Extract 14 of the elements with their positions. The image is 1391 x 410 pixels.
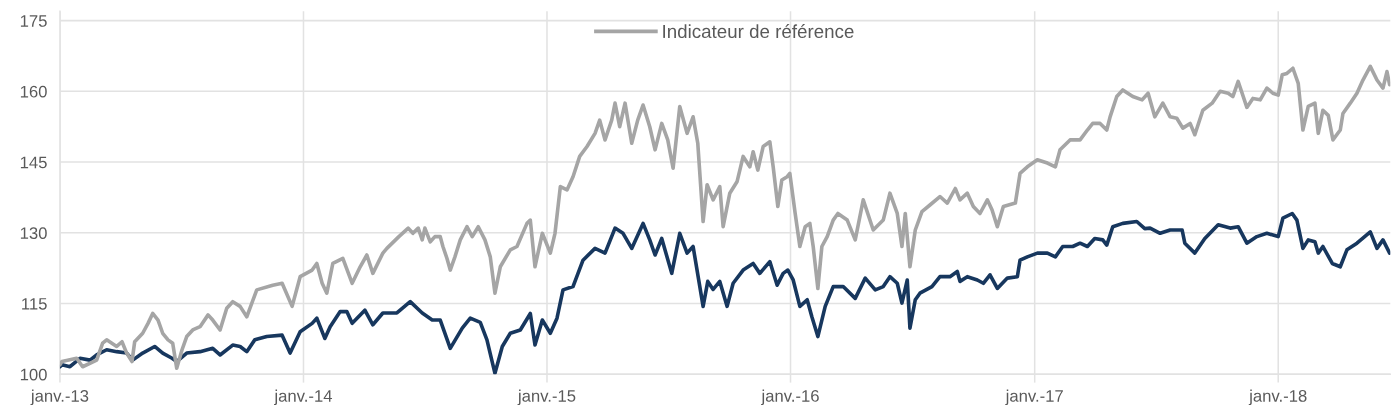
x-tick-label: janv.-13: [30, 389, 89, 406]
x-tick-label: janv.-14: [274, 389, 333, 406]
line-series: [59, 64, 1391, 370]
x-tick-label: janv.-18: [1248, 389, 1307, 406]
y-tick-label: 160: [20, 85, 47, 98]
y-tick-label: 100: [20, 368, 47, 381]
y-tick-label: 175: [20, 15, 47, 27]
y-tick-label: 115: [22, 298, 47, 310]
legend-label: Indicateur de référence: [663, 24, 854, 39]
x-tick-label: janv.-17: [1005, 389, 1063, 406]
x-tick-label: janv.-15: [517, 389, 576, 406]
x-tick-label: janv.-16: [761, 389, 819, 406]
y-tick-label: 145: [20, 156, 47, 169]
y-tick-label: 130: [20, 227, 47, 240]
